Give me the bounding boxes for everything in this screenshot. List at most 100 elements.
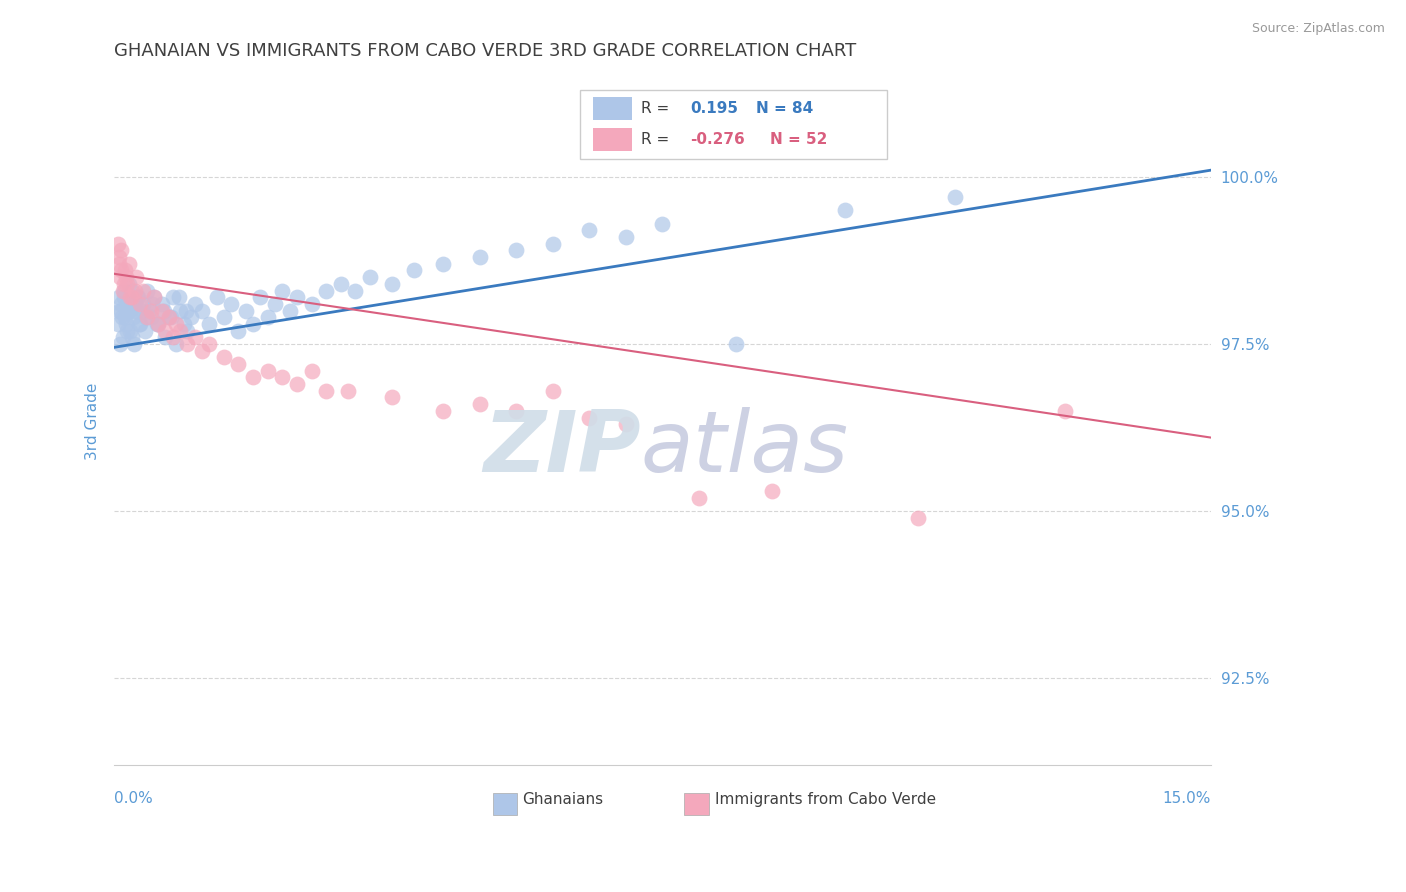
Point — [146, 317, 169, 331]
Point — [235, 303, 257, 318]
Point — [146, 317, 169, 331]
Point — [120, 303, 142, 318]
Point — [107, 257, 129, 271]
Point — [834, 203, 856, 218]
Point — [124, 297, 146, 311]
Point — [381, 391, 404, 405]
Point — [127, 290, 149, 304]
Point — [125, 270, 148, 285]
Point — [183, 330, 205, 344]
Point — [136, 310, 159, 325]
Point — [132, 297, 155, 311]
Point — [614, 230, 637, 244]
Point — [285, 290, 308, 304]
Point — [264, 297, 287, 311]
Point — [191, 303, 214, 318]
Point — [271, 284, 294, 298]
Point — [228, 357, 250, 371]
Point — [124, 284, 146, 298]
Point — [198, 317, 221, 331]
Point — [228, 324, 250, 338]
Point — [329, 277, 352, 291]
Point — [285, 377, 308, 392]
Point — [150, 297, 173, 311]
Point — [114, 263, 136, 277]
Point — [242, 317, 264, 331]
Point — [402, 263, 425, 277]
Point — [162, 330, 184, 344]
Point — [301, 364, 323, 378]
Point — [139, 303, 162, 318]
Point — [165, 317, 187, 331]
Point — [108, 290, 131, 304]
Point — [162, 290, 184, 304]
Point — [143, 290, 166, 304]
Point — [337, 384, 360, 398]
Point — [468, 397, 491, 411]
Point — [157, 310, 180, 325]
Point — [468, 250, 491, 264]
Point — [117, 303, 139, 318]
Point — [112, 277, 135, 291]
Point — [169, 303, 191, 318]
Text: N = 52: N = 52 — [770, 132, 827, 147]
Point — [315, 284, 337, 298]
Point — [943, 190, 966, 204]
Point — [505, 244, 527, 258]
Point — [191, 343, 214, 358]
Point — [110, 297, 132, 311]
Point — [153, 303, 176, 318]
Text: -0.276: -0.276 — [690, 132, 745, 147]
Point — [128, 317, 150, 331]
Point — [198, 337, 221, 351]
Point — [111, 310, 134, 325]
Point — [128, 317, 150, 331]
Point — [432, 404, 454, 418]
Point — [139, 310, 162, 325]
Point — [121, 330, 143, 344]
Point — [155, 330, 177, 344]
Point — [120, 290, 142, 304]
Point — [136, 284, 159, 298]
Point — [132, 284, 155, 298]
Text: Ghanaians: Ghanaians — [522, 792, 603, 806]
Text: GHANAIAN VS IMMIGRANTS FROM CABO VERDE 3RD GRADE CORRELATION CHART: GHANAIAN VS IMMIGRANTS FROM CABO VERDE 3… — [114, 42, 856, 60]
Point — [256, 364, 278, 378]
Point — [138, 303, 160, 318]
Bar — [685, 793, 709, 814]
Point — [907, 510, 929, 524]
Point — [111, 330, 134, 344]
Point — [688, 491, 710, 505]
Point — [249, 290, 271, 304]
Y-axis label: 3rd Grade: 3rd Grade — [86, 382, 100, 459]
Point — [301, 297, 323, 311]
Point — [134, 324, 156, 338]
Point — [131, 303, 153, 318]
Point — [724, 337, 747, 351]
Point — [541, 236, 564, 251]
Point — [108, 270, 131, 285]
Point — [122, 310, 145, 325]
Point — [205, 290, 228, 304]
Point — [110, 303, 132, 318]
Point — [117, 277, 139, 291]
Point — [111, 284, 134, 298]
Point — [651, 217, 673, 231]
Point — [117, 324, 139, 338]
Point — [344, 284, 367, 298]
Bar — [492, 793, 516, 814]
Point — [115, 297, 138, 311]
Point — [112, 284, 135, 298]
Point — [381, 277, 404, 291]
Point — [174, 303, 197, 318]
Point — [125, 303, 148, 318]
Bar — [593, 128, 631, 151]
Point — [118, 277, 141, 291]
Point — [115, 270, 138, 285]
Point — [128, 297, 150, 311]
Point — [157, 310, 180, 325]
Point — [107, 236, 129, 251]
Point — [107, 303, 129, 318]
Text: 0.195: 0.195 — [690, 101, 738, 116]
Point — [578, 223, 600, 237]
